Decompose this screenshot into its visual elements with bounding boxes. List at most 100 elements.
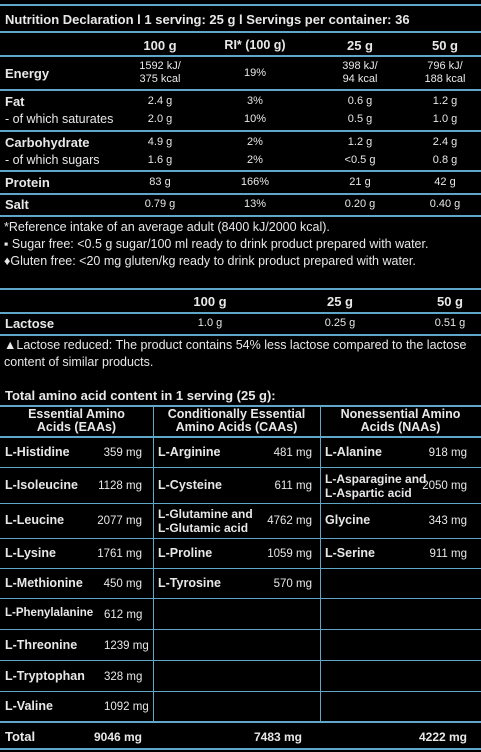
naa-name-line2: L-Aspartic acid <box>325 486 412 500</box>
rule <box>0 55 481 57</box>
row-label-energy: Energy <box>5 66 50 81</box>
fat-50g: 1.2 g <box>432 95 458 107</box>
naa-value: 343 mg <box>428 515 467 527</box>
nutrition-header-100g: 100 g <box>143 38 177 53</box>
saturates-ri: 10% <box>243 113 267 125</box>
naa-header-line1: Nonessential Amino <box>340 407 461 421</box>
protein-25g: 21 g <box>349 176 371 188</box>
naa-name: Glycine <box>325 513 371 527</box>
naa-value: 2050 mg <box>422 480 467 492</box>
protein-50g: 42 g <box>434 176 456 188</box>
nutrition-header-50g: 50 g <box>431 38 458 53</box>
energy-25g-kj: 398 kJ/ <box>342 60 378 72</box>
footnote-reference-intake: *Reference intake of an average adult (8… <box>4 220 330 234</box>
naa-name: L-Alanine <box>325 445 382 459</box>
energy-50g: 796 kJ/188 kcal <box>405 60 481 86</box>
total-eaa: 9046 mg <box>93 730 142 744</box>
rule <box>0 467 481 468</box>
rule <box>0 193 481 195</box>
caa-header-line2: Amino Acids (CAAs) <box>175 420 298 434</box>
eaa-value: 1092 mg <box>104 701 149 713</box>
lactose-50g: 0.51 g <box>434 317 466 329</box>
eaa-name: L-Isoleucine <box>5 478 78 492</box>
lactose-100g: 1.0 g <box>197 317 223 329</box>
lactose-25g: 0.25 g <box>324 317 356 329</box>
eaa-value: 612 mg <box>104 609 143 621</box>
row-label-carbohydrate: Carbohydrate <box>5 135 90 150</box>
lactose-header-50g: 50 g <box>436 294 463 309</box>
row-label-sugars: - of which sugars <box>5 153 100 167</box>
rule <box>0 660 481 661</box>
rule <box>0 503 481 504</box>
eaa-name: L-Histidine <box>5 445 70 459</box>
total-label: Total <box>5 729 36 744</box>
nutrition-header-ri: RI* (100 g) <box>210 38 300 52</box>
column-divider <box>153 405 154 722</box>
footnote-gluten-free: ♦Gluten free: <20 mg gluten/kg ready to … <box>4 254 416 268</box>
naa-value: 911 mg <box>429 548 467 560</box>
rule <box>0 436 481 438</box>
salt-25g: 0.20 g <box>344 198 376 210</box>
rule <box>0 130 481 132</box>
top-rule <box>0 4 481 6</box>
bottom-rule <box>0 748 481 750</box>
lactose-header-25g: 25 g <box>326 294 353 309</box>
rule <box>0 568 481 569</box>
caa-value: 1059 mg <box>267 548 312 560</box>
row-label-fat: Fat <box>5 94 25 109</box>
eaa-name: L-Threonine <box>5 638 78 652</box>
rule <box>0 629 481 630</box>
column-divider <box>320 405 321 722</box>
naa-header: Nonessential Amino Acids (NAAs) <box>320 408 481 434</box>
lactose-header-100g: 100 g <box>193 294 227 309</box>
row-label-salt: Salt <box>5 197 29 212</box>
sugars-ri: 2% <box>247 154 263 166</box>
eaa-value: 1761 mg <box>97 548 142 560</box>
amino-title: Total amino acid content in 1 serving (2… <box>5 388 276 403</box>
eaa-value: 328 mg <box>104 671 143 683</box>
salt-100g: 0.79 g <box>144 198 176 210</box>
rule <box>0 691 481 692</box>
fat-100g: 2.4 g <box>147 95 173 107</box>
rule <box>0 31 481 33</box>
carbohydrate-ri: 2% <box>247 136 263 148</box>
naa-value: 918 mg <box>428 447 467 459</box>
eaa-value: 2077 mg <box>97 515 142 527</box>
caa-name: L-Cysteine <box>158 478 222 492</box>
caa-value: 481 mg <box>273 447 312 459</box>
rule <box>0 598 481 599</box>
naa-name-line1: L-Asparagine and <box>325 472 427 486</box>
caa-value: 4762 mg <box>267 515 312 527</box>
eaa-name: L-Methionine <box>5 576 83 590</box>
energy-50g-kcal: 188 kcal <box>424 73 466 85</box>
energy-100g-kcal: 375 kcal <box>139 73 181 85</box>
caa-header-line1: Conditionally Essential <box>167 407 306 421</box>
eaa-name: L-Tryptophan <box>5 669 85 683</box>
caa-value: 611 mg <box>274 480 312 492</box>
eaa-value: 1128 mg <box>98 480 142 492</box>
eaa-header-line2: Acids (EAAs) <box>36 420 117 434</box>
eaa-value: 450 mg <box>103 578 142 590</box>
rule <box>0 721 481 723</box>
eaa-value: 1239 mg <box>104 640 149 652</box>
caa-header: Conditionally Essential Amino Acids (CAAs… <box>153 408 320 434</box>
saturates-25g: 0.5 g <box>347 113 373 125</box>
energy-100g-kj: 1592 kJ/ <box>139 60 181 72</box>
footnote-sugar-free: ▪ Sugar free: <0.5 g sugar/100 ml ready … <box>4 237 429 251</box>
naa-header-line2: Acids (NAAs) <box>360 420 441 434</box>
rule <box>0 288 481 290</box>
caa-value: 570 mg <box>273 578 312 590</box>
sugars-50g: 0.8 g <box>432 154 458 166</box>
total-naa: 4222 mg <box>418 730 467 744</box>
rule <box>0 89 481 91</box>
row-label-saturates: - of which saturates <box>5 112 114 126</box>
energy-100g: 1592 kJ/375 kcal <box>120 60 200 86</box>
salt-ri: 13% <box>243 198 267 210</box>
naa-name-asparagine: L-Asparagine and L-Aspartic acid <box>325 472 426 500</box>
caa-name-glutamine: L-Glutamine and L-Glutamic acid <box>158 507 253 535</box>
caa-name-line1: L-Glutamine and <box>158 507 253 521</box>
eaa-name: L-Leucine <box>5 513 65 527</box>
lactose-note-line2: content of similar products. <box>4 355 154 369</box>
row-label-protein: Protein <box>5 175 50 190</box>
energy-25g-kcal: 94 kcal <box>342 73 378 85</box>
